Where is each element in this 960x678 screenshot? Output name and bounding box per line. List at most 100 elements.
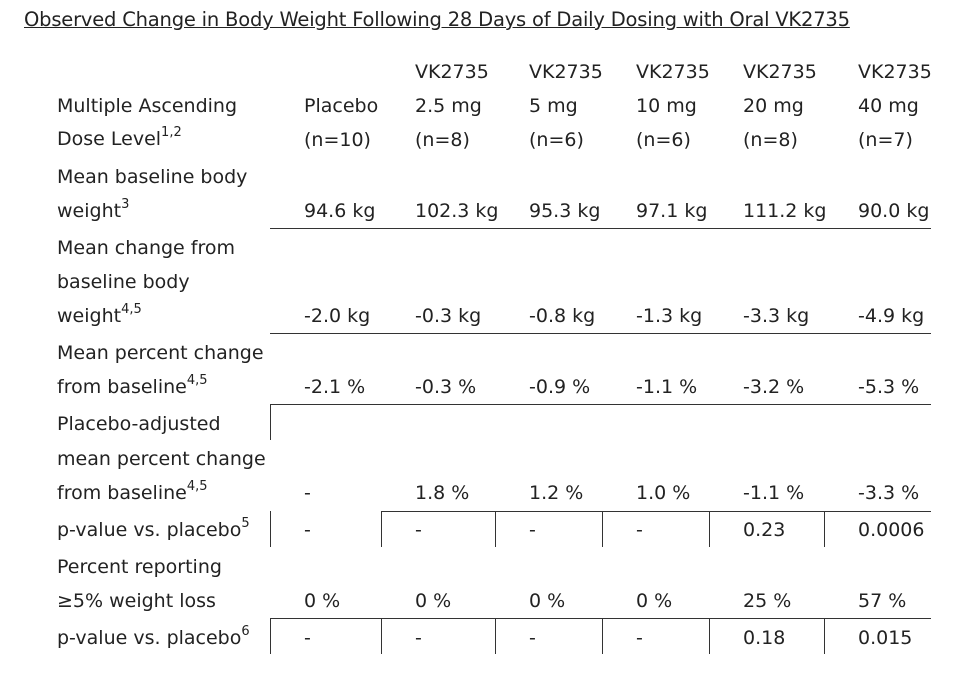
column-divider	[381, 511, 382, 547]
table-cell: -	[415, 519, 422, 541]
column-divider	[495, 618, 496, 654]
table-cell: -0.8 kg	[529, 305, 596, 327]
column-divider	[602, 618, 603, 654]
column-divider	[381, 618, 382, 654]
col-header-dose: 2.5 mg	[415, 95, 482, 117]
footnote-ref: 4,5	[121, 302, 142, 317]
col-header-n: (n=6)	[529, 129, 584, 151]
table-cell: -1.3 kg	[636, 305, 703, 327]
column-divider	[270, 511, 271, 547]
table-cell: -3.3 kg	[743, 305, 810, 327]
row-label: ≥5% weight loss	[57, 590, 216, 612]
row-label: mean percent change	[57, 448, 266, 470]
footnote-ref: 3	[121, 197, 130, 212]
col-header-placebo-dose: Placebo	[304, 95, 379, 117]
column-divider	[602, 511, 603, 547]
table-cell: 57 %	[858, 590, 907, 612]
table-cell: -5.3 %	[858, 376, 920, 398]
table-cell: -	[529, 519, 536, 541]
table-cell: -	[304, 482, 311, 504]
col-header-drug: VK2735	[858, 61, 932, 83]
table-cell: -0.3 %	[415, 376, 477, 398]
table-cell: 0 %	[529, 590, 566, 612]
col-header-drug: VK2735	[529, 61, 603, 83]
table-cell: 1.0 %	[636, 482, 691, 504]
table-cell: -3.2 %	[743, 376, 805, 398]
table-cell: 25 %	[743, 590, 792, 612]
footnote-ref: 1,2	[161, 125, 182, 140]
col-header-n: (n=8)	[415, 129, 470, 151]
table-cell: 94.6 kg	[304, 200, 376, 222]
table-cell: 1.2 %	[529, 482, 584, 504]
table-cell: 0 %	[304, 590, 341, 612]
table-cell: 0 %	[415, 590, 452, 612]
table-cell: 0.0006	[858, 519, 925, 541]
column-divider	[495, 511, 496, 547]
header-row-label-line-2: Dose Level1,2	[57, 125, 182, 150]
table-cell: -	[636, 627, 643, 649]
table-cell: 0 %	[636, 590, 673, 612]
col-header-placebo-n: (n=10)	[304, 129, 371, 151]
col-header-drug: VK2735	[636, 61, 710, 83]
column-divider	[709, 511, 710, 547]
table-cell: 0.015	[858, 627, 913, 649]
row-divider	[270, 618, 931, 619]
table-title: Observed Change in Body Weight Following…	[24, 8, 850, 31]
table-cell: -	[304, 519, 311, 541]
col-header-dose: 40 mg	[858, 95, 919, 117]
column-divider	[270, 404, 271, 440]
footnote-ref: 6	[241, 624, 250, 639]
table-cell: -	[415, 627, 422, 649]
table-cell: 111.2 kg	[743, 200, 827, 222]
table-cell: -	[636, 519, 643, 541]
col-header-drug: VK2735	[415, 61, 489, 83]
table-cell: 1.8 %	[415, 482, 470, 504]
table-cell: -1.1 %	[636, 376, 698, 398]
row-label: Mean change from	[57, 237, 235, 259]
table-cell: -1.1 %	[743, 482, 805, 504]
table-cell: 95.3 kg	[529, 200, 601, 222]
row-divider	[270, 333, 931, 334]
row-divider	[270, 228, 931, 229]
table-cell: -3.3 %	[858, 482, 920, 504]
table-cell: 0.18	[743, 627, 786, 649]
footnote-ref: 4,5	[186, 373, 208, 388]
col-header-dose: 5 mg	[529, 95, 578, 117]
table-cell: -	[304, 627, 311, 649]
col-header-n: (n=8)	[743, 129, 798, 151]
col-header-n: (n=7)	[858, 129, 913, 151]
footnote-ref: 5	[241, 516, 250, 531]
table-cell: -	[529, 627, 536, 649]
table-cell: -4.9 kg	[858, 305, 925, 327]
row-label: from baseline4,5	[57, 479, 208, 504]
column-divider	[824, 618, 825, 654]
row-label: baseline body	[57, 271, 190, 293]
row-label: Placebo-adjusted	[57, 413, 221, 435]
table-cell: -0.3 kg	[415, 305, 482, 327]
table-cell: -2.0 kg	[304, 305, 371, 327]
table-cell: -2.1 %	[304, 376, 366, 398]
table-cell: 90.0 kg	[858, 200, 930, 222]
table-cell: -0.9 %	[529, 376, 591, 398]
row-label: Percent reporting	[57, 556, 222, 578]
row-divider	[381, 511, 931, 512]
column-divider	[709, 618, 710, 654]
table-cell: 0.23	[743, 519, 786, 541]
row-label: from baseline4,5	[57, 373, 208, 398]
row-label: Mean percent change	[57, 342, 264, 364]
row-divider	[270, 404, 931, 405]
row-label: weight4,5	[57, 302, 142, 327]
footnote-ref: 4,5	[186, 479, 208, 494]
col-header-drug: VK2735	[743, 61, 817, 83]
header-row-label-line-1: Multiple Ascending	[57, 95, 238, 117]
col-header-dose: 20 mg	[743, 95, 804, 117]
column-divider	[824, 511, 825, 547]
table-cell: 97.1 kg	[636, 200, 708, 222]
row-label: p-value vs. placebo6	[57, 624, 250, 649]
column-divider	[270, 618, 271, 654]
col-header-n: (n=6)	[636, 129, 691, 151]
row-label: weight3	[57, 197, 130, 222]
row-label: p-value vs. placebo5	[57, 516, 250, 541]
table-cell: 102.3 kg	[415, 200, 499, 222]
col-header-dose: 10 mg	[636, 95, 697, 117]
